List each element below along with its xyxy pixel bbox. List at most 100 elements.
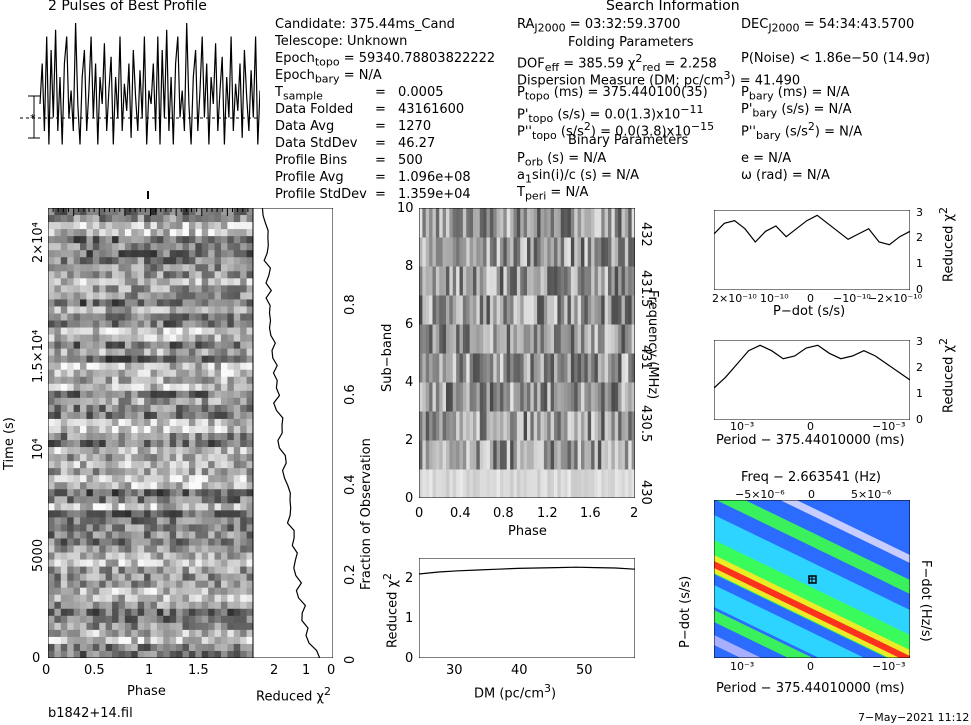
subband-pixel bbox=[523, 295, 528, 325]
time-phase-pixel bbox=[188, 496, 196, 504]
time-phase-pixel bbox=[233, 559, 241, 568]
subband-pixel bbox=[513, 295, 518, 325]
subband-pixel bbox=[506, 353, 511, 383]
time-phase-pixel bbox=[240, 271, 248, 279]
phase-axis-label: Phase bbox=[127, 684, 166, 699]
subband-pixel bbox=[581, 469, 585, 498]
period-tick-0: 0 bbox=[807, 420, 814, 433]
time-phase-pixel bbox=[80, 376, 87, 385]
time-phase-pixel bbox=[227, 285, 235, 293]
time-phase-pixel bbox=[124, 355, 132, 364]
time-phase-pixel bbox=[214, 299, 222, 307]
subband-pixel bbox=[452, 266, 457, 296]
time-phase-pixel bbox=[99, 447, 107, 455]
time-phase-pixel bbox=[176, 447, 184, 455]
time-phase-pixel bbox=[233, 397, 241, 406]
subband-pixel bbox=[429, 208, 434, 238]
subband-pixel bbox=[540, 469, 545, 498]
time-phase-pixel bbox=[105, 313, 113, 321]
time-phase-pixel bbox=[131, 601, 139, 610]
time-phase-pixel bbox=[208, 236, 216, 244]
time-phase-pixel bbox=[60, 418, 68, 427]
time-phase-pixel bbox=[233, 594, 241, 603]
time-phase-pixel bbox=[86, 278, 94, 286]
time-phase-pixel bbox=[150, 594, 158, 603]
time-phase-pixel bbox=[54, 545, 62, 554]
pdot-axis-label: P−dot (s/s) bbox=[773, 304, 846, 319]
time-tick-1p5e4: 1.5×10⁴ bbox=[31, 329, 46, 383]
time-phase-pixel bbox=[92, 404, 100, 413]
time-phase-pixel bbox=[240, 594, 248, 603]
time-phase-pixel bbox=[220, 320, 228, 329]
subband-pixel bbox=[597, 208, 602, 238]
time-phase-pixel bbox=[92, 433, 100, 441]
time-phase-pixel bbox=[214, 425, 222, 434]
time-phase-pixel bbox=[246, 327, 253, 336]
time-phase-pixel bbox=[214, 636, 222, 645]
time-phase-pixel bbox=[214, 594, 222, 603]
time-phase-pixel bbox=[233, 285, 241, 293]
time-phase-pixel bbox=[201, 215, 209, 223]
subband-pixel bbox=[608, 266, 612, 296]
subband-pixel bbox=[581, 440, 585, 470]
time-phase-pixel bbox=[99, 397, 107, 406]
subband-pixel bbox=[483, 208, 488, 238]
time-phase-pixel bbox=[80, 278, 87, 286]
subband-pixel bbox=[479, 266, 484, 296]
filename: b1842+14.fil bbox=[48, 706, 133, 721]
time-phase-pixel bbox=[150, 383, 158, 392]
sb-phase-tick-1p6: 1.6 bbox=[580, 506, 601, 521]
time-phase-pixel bbox=[156, 552, 164, 561]
time-phase-pixel bbox=[220, 517, 228, 525]
time-phase-pixel bbox=[195, 306, 203, 314]
time-phase-pixel bbox=[220, 257, 228, 265]
time-phase-pixel bbox=[182, 397, 190, 406]
time-phase-pixel bbox=[118, 454, 126, 462]
subband-pixel bbox=[479, 237, 484, 267]
subband-pixel bbox=[618, 266, 623, 296]
time-phase-pixel bbox=[182, 643, 190, 652]
subband-pixel bbox=[543, 237, 548, 267]
time-phase-pixel bbox=[246, 608, 253, 617]
time-phase-pixel bbox=[48, 376, 55, 385]
subband-pixel bbox=[422, 411, 427, 441]
time-phase-pixel bbox=[60, 538, 68, 546]
time-phase-pixel bbox=[131, 355, 139, 364]
time-phase-pixel bbox=[86, 208, 94, 216]
map-band bbox=[714, 561, 910, 658]
subband-pixel bbox=[513, 324, 518, 354]
profile-bins-label: Profile Bins bbox=[275, 153, 348, 168]
subband-pixel bbox=[608, 324, 612, 354]
time-phase-pixel bbox=[105, 348, 113, 357]
time-phase-pixel bbox=[201, 615, 209, 624]
subband-pixel bbox=[537, 237, 542, 267]
time-phase-pixel bbox=[246, 215, 253, 223]
time-phase-pixel bbox=[80, 222, 87, 230]
time-phase-pixel bbox=[99, 313, 107, 321]
subband-pixel bbox=[567, 266, 572, 296]
time-phase-pixel bbox=[246, 461, 253, 469]
subband-pixel bbox=[469, 324, 474, 354]
time-phase-pixel bbox=[150, 369, 158, 378]
time-phase-pixel bbox=[54, 447, 62, 455]
time-phase-pixel bbox=[214, 580, 222, 589]
time-phase-pixel bbox=[86, 390, 94, 399]
subband-pixel bbox=[496, 440, 501, 470]
time-phase-pixel bbox=[54, 566, 62, 575]
subband-axis-label: Sub−band bbox=[380, 323, 395, 392]
subband-pixel bbox=[577, 411, 582, 441]
subband-pixel bbox=[439, 208, 444, 238]
subband-pixel bbox=[466, 353, 471, 383]
time-phase-pixel bbox=[48, 355, 55, 364]
time-phase-pixel bbox=[208, 362, 216, 371]
time-phase-pixel bbox=[105, 327, 113, 336]
subband-pixel bbox=[564, 411, 569, 441]
time-phase-pixel bbox=[137, 552, 145, 561]
subband-pixel bbox=[547, 469, 552, 498]
time-phase-pixel bbox=[92, 411, 100, 420]
time-phase-pixel bbox=[137, 573, 145, 582]
subband-pixel bbox=[483, 353, 488, 383]
time-phase-pixel bbox=[105, 369, 113, 378]
time-phase-pixel bbox=[240, 650, 248, 658]
time-phase-pixel bbox=[195, 524, 203, 532]
